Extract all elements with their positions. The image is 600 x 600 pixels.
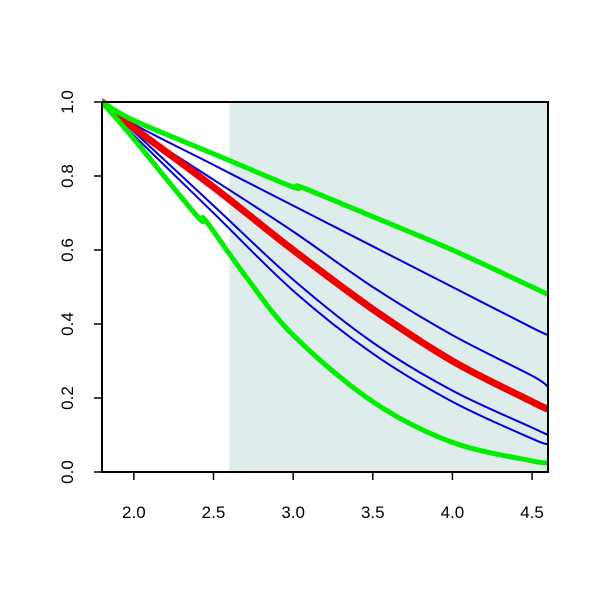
y-tick-label: 0.2 (58, 386, 77, 410)
x-tick-label: 4.0 (441, 503, 465, 522)
x-tick-label: 2.0 (122, 503, 146, 522)
y-tick-label: 0.4 (58, 312, 77, 336)
x-tick-label: 2.5 (202, 503, 226, 522)
x-tick-label: 3.5 (361, 503, 385, 522)
y-tick-label: 1.0 (58, 90, 77, 114)
x-tick-label: 3.0 (281, 503, 305, 522)
series-line-central-estimate (102, 98, 548, 413)
series-layer (102, 98, 548, 466)
shaded-region (229, 102, 548, 472)
series-line-estimate-4 (102, 101, 548, 446)
x-tick-label: 4.5 (520, 503, 544, 522)
y-tick-label: 0.8 (58, 164, 77, 188)
y-tick-label: 0.6 (58, 238, 77, 262)
series-line-upper-bound (102, 99, 548, 297)
axis-layer: 2.0 2.5 3.0 3.5 4.0 4.5 0.0 0.2 0.4 0.6 0.8 1.0 (58, 90, 549, 522)
y-tick-label: 0.0 (58, 460, 77, 484)
series-line-lower-bound (102, 99, 548, 466)
shaded-region-layer (229, 102, 548, 472)
plot-frame (101, 101, 549, 473)
series-line-estimate-3 (102, 101, 548, 436)
series-line-estimate-1 (102, 101, 548, 337)
